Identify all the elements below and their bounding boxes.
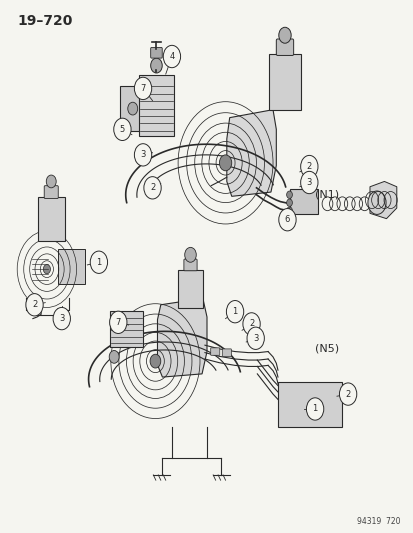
Circle shape bbox=[144, 176, 161, 199]
Text: 3: 3 bbox=[306, 178, 311, 187]
Circle shape bbox=[114, 118, 131, 141]
Polygon shape bbox=[369, 181, 396, 219]
FancyBboxPatch shape bbox=[58, 249, 85, 284]
FancyBboxPatch shape bbox=[44, 185, 58, 198]
Circle shape bbox=[247, 327, 264, 350]
Circle shape bbox=[367, 191, 385, 214]
Text: 7: 7 bbox=[115, 318, 121, 327]
Circle shape bbox=[184, 247, 196, 262]
Text: 2: 2 bbox=[345, 390, 350, 399]
Circle shape bbox=[219, 155, 231, 171]
Polygon shape bbox=[226, 110, 275, 196]
Text: 3: 3 bbox=[59, 314, 64, 323]
FancyBboxPatch shape bbox=[268, 54, 300, 110]
Text: 3: 3 bbox=[140, 150, 145, 159]
Text: (N1): (N1) bbox=[314, 190, 338, 200]
Circle shape bbox=[278, 27, 290, 43]
Text: 4: 4 bbox=[169, 52, 174, 61]
Circle shape bbox=[43, 264, 50, 274]
Circle shape bbox=[150, 58, 162, 73]
Circle shape bbox=[226, 301, 243, 323]
FancyBboxPatch shape bbox=[275, 39, 293, 55]
Circle shape bbox=[134, 144, 151, 166]
Circle shape bbox=[134, 77, 151, 100]
FancyBboxPatch shape bbox=[150, 47, 162, 58]
Text: 5: 5 bbox=[119, 125, 125, 134]
Circle shape bbox=[53, 308, 70, 330]
Text: 94319  720: 94319 720 bbox=[356, 517, 400, 526]
Text: 3: 3 bbox=[252, 334, 258, 343]
Text: 1: 1 bbox=[312, 405, 317, 414]
Circle shape bbox=[109, 351, 119, 364]
Circle shape bbox=[46, 175, 56, 188]
FancyBboxPatch shape bbox=[139, 75, 173, 136]
Circle shape bbox=[286, 207, 292, 214]
Text: 1: 1 bbox=[96, 258, 101, 266]
Text: 2: 2 bbox=[150, 183, 155, 192]
Circle shape bbox=[150, 354, 160, 368]
FancyBboxPatch shape bbox=[222, 349, 231, 357]
FancyBboxPatch shape bbox=[210, 348, 219, 356]
Text: 2: 2 bbox=[306, 162, 311, 171]
Circle shape bbox=[163, 45, 180, 68]
Circle shape bbox=[339, 383, 356, 405]
Circle shape bbox=[109, 311, 127, 334]
Text: 2: 2 bbox=[248, 319, 254, 328]
Text: 2: 2 bbox=[32, 300, 37, 309]
FancyBboxPatch shape bbox=[178, 270, 202, 308]
Circle shape bbox=[286, 199, 292, 206]
Circle shape bbox=[278, 208, 295, 231]
Circle shape bbox=[26, 294, 43, 316]
Text: 1: 1 bbox=[232, 307, 237, 316]
Circle shape bbox=[300, 171, 317, 193]
Text: (N5): (N5) bbox=[314, 344, 338, 354]
Circle shape bbox=[128, 102, 138, 115]
FancyBboxPatch shape bbox=[183, 259, 197, 271]
FancyBboxPatch shape bbox=[277, 382, 341, 427]
FancyBboxPatch shape bbox=[110, 311, 143, 348]
Polygon shape bbox=[157, 298, 206, 377]
Circle shape bbox=[242, 313, 260, 335]
Circle shape bbox=[286, 191, 292, 198]
Circle shape bbox=[306, 398, 323, 420]
Text: 7: 7 bbox=[140, 84, 145, 93]
FancyBboxPatch shape bbox=[120, 86, 140, 131]
FancyBboxPatch shape bbox=[289, 189, 317, 214]
Text: 6: 6 bbox=[284, 215, 290, 224]
Circle shape bbox=[90, 251, 107, 273]
FancyBboxPatch shape bbox=[38, 197, 64, 241]
Text: 19–720: 19–720 bbox=[17, 14, 72, 28]
Circle shape bbox=[300, 156, 317, 177]
